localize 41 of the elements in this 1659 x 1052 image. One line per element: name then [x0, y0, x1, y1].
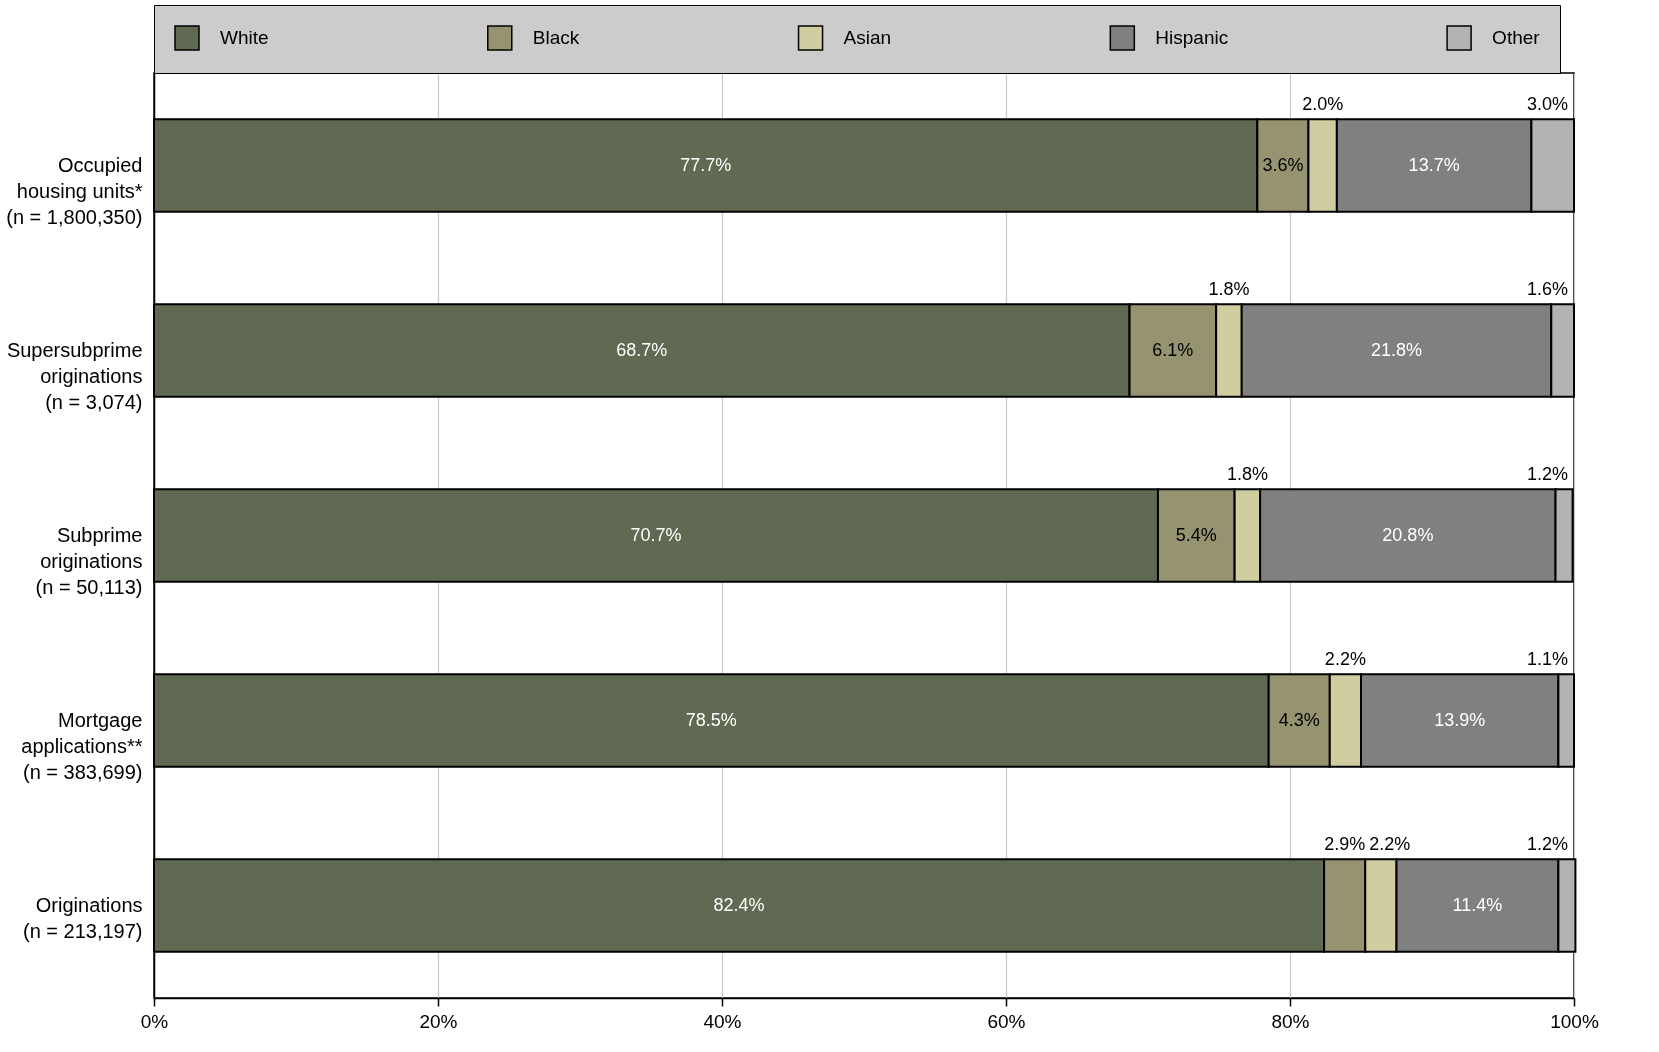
data-label: 2.9%: [1324, 834, 1366, 855]
data-label: 3.0%: [1526, 94, 1568, 115]
y-tick-label: Occupied housing units* (n = 1,800,350): [6, 153, 143, 228]
x-tick-label: 80%: [1271, 1010, 1310, 1032]
data-label: 1.8%: [1226, 464, 1268, 485]
legend-label: Asian: [843, 27, 892, 48]
data-label: 1.2%: [1526, 464, 1568, 485]
data-label: 3.6%: [1262, 154, 1304, 175]
data-label: 13.7%: [1408, 154, 1460, 175]
data-label: 2.2%: [1324, 649, 1366, 670]
legend-label: Black: [532, 27, 580, 48]
y-tick-label: Subprime originations (n = 50,113): [35, 523, 143, 598]
data-label: 2.0%: [1302, 94, 1344, 115]
data-label: 5.4%: [1175, 524, 1217, 545]
legend-label: Other: [1492, 27, 1541, 48]
x-tick-label: 100%: [1550, 1010, 1599, 1032]
data-label: 2.2%: [1369, 834, 1411, 855]
data-label: 77.7%: [680, 154, 732, 175]
y-tick-label: Originations (n = 213,197): [22, 893, 143, 942]
y-tick-label: Mortgage applications** (n = 383,699): [21, 708, 143, 783]
data-label: 20.8%: [1382, 524, 1434, 545]
x-tick-label: 40%: [703, 1010, 742, 1032]
data-label: 11.4%: [1452, 894, 1503, 915]
data-label: 4.3%: [1278, 709, 1320, 730]
data-label: 21.8%: [1370, 339, 1423, 360]
data-label: 78.5%: [685, 709, 737, 730]
data-label: 1.6%: [1526, 279, 1568, 300]
data-label: 13.9%: [1434, 709, 1486, 730]
x-tick-label: 20%: [419, 1010, 458, 1032]
legend-label: White: [220, 27, 269, 48]
data-label: 68.7%: [616, 339, 668, 360]
data-label: 70.7%: [630, 524, 682, 545]
data-label: 1.1%: [1526, 649, 1568, 670]
x-tick-label: 60%: [987, 1010, 1026, 1032]
data-label: 6.1%: [1152, 339, 1194, 360]
data-label: 1.8%: [1208, 279, 1250, 300]
legend-label: Hispanic: [1155, 27, 1229, 48]
data-label: 82.4%: [713, 894, 765, 915]
y-tick-label: Supersubprime originations (n = 3,074): [6, 338, 143, 413]
data-label: 1.2%: [1526, 834, 1568, 855]
x-tick-label: 0%: [140, 1010, 169, 1032]
